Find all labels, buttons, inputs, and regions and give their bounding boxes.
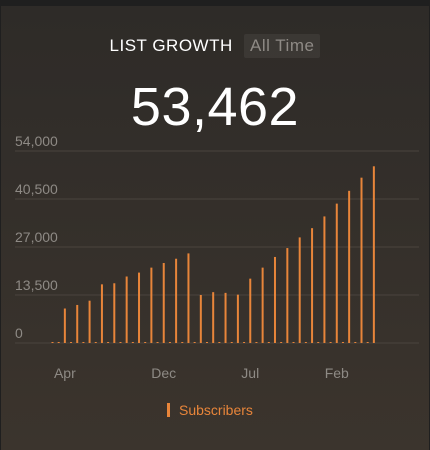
total-subscribers-value: 53,462 (130, 77, 300, 137)
bar[interactable] (76, 304, 79, 343)
chart-legend[interactable]: Subscribers (167, 402, 253, 418)
bar[interactable] (292, 342, 295, 343)
bar[interactable] (144, 342, 147, 343)
widget-header: LIST GROWTH All Time (1, 34, 429, 58)
y-tick-label: 40,500 (15, 181, 58, 197)
bar[interactable] (236, 294, 239, 343)
bar[interactable] (311, 228, 314, 343)
bar[interactable] (100, 284, 103, 343)
bar[interactable] (298, 237, 301, 343)
bar[interactable] (267, 342, 270, 343)
bar[interactable] (138, 272, 141, 343)
y-tick-label: 0 (15, 325, 23, 341)
bar[interactable] (230, 342, 233, 343)
bar[interactable] (354, 342, 357, 343)
bar[interactable] (317, 342, 320, 343)
bar[interactable] (341, 342, 344, 343)
bar[interactable] (249, 278, 252, 343)
bar[interactable] (255, 342, 258, 343)
bar[interactable] (243, 342, 246, 343)
bar[interactable] (286, 248, 289, 343)
legend-swatch (167, 403, 170, 417)
bar[interactable] (175, 258, 178, 343)
bar[interactable] (57, 342, 60, 343)
bar[interactable] (168, 342, 171, 343)
x-tick-label: Feb (325, 365, 349, 381)
bar[interactable] (261, 267, 264, 343)
bar[interactable] (94, 342, 97, 343)
bar[interactable] (224, 292, 227, 343)
x-tick-label: Dec (151, 365, 176, 381)
bar[interactable] (70, 342, 73, 343)
widget-title: LIST GROWTH (109, 36, 233, 55)
bar[interactable] (156, 342, 159, 343)
x-tick-label: Apr (54, 365, 76, 381)
bar[interactable] (107, 342, 110, 343)
bar[interactable] (131, 342, 134, 343)
bar[interactable] (150, 267, 153, 343)
bar[interactable] (88, 300, 91, 343)
bar[interactable] (51, 342, 54, 343)
bar[interactable] (335, 203, 338, 343)
bar[interactable] (187, 253, 190, 343)
x-tick-label: Jul (241, 365, 259, 381)
legend-label: Subscribers (179, 402, 253, 418)
bar[interactable] (360, 177, 363, 343)
bar[interactable] (63, 308, 66, 343)
bar[interactable] (304, 342, 307, 343)
bar[interactable] (119, 342, 122, 343)
y-tick-label: 13,500 (15, 277, 58, 293)
bar[interactable] (199, 295, 202, 343)
bar[interactable] (348, 190, 351, 343)
bar[interactable] (212, 292, 215, 343)
bar[interactable] (273, 256, 276, 343)
bar[interactable] (193, 342, 196, 343)
bar[interactable] (323, 216, 326, 343)
bar[interactable] (162, 263, 165, 343)
bar[interactable] (366, 342, 369, 343)
time-range-selector[interactable]: All Time (244, 34, 321, 58)
y-tick-label: 27,000 (15, 229, 58, 245)
bar[interactable] (280, 342, 283, 343)
subscriber-bar-chart: 0 13,500 27,000 40,500 54,000 Apr Dec Jul Feb (15, 133, 419, 381)
y-tick-label: 54,000 (15, 133, 58, 149)
bar[interactable] (218, 342, 221, 343)
bar[interactable] (82, 342, 85, 343)
bar[interactable] (125, 276, 128, 343)
bar[interactable] (181, 342, 184, 343)
bar[interactable] (113, 283, 116, 343)
bar[interactable] (372, 166, 375, 343)
bar[interactable] (206, 342, 208, 343)
bar[interactable] (329, 342, 332, 343)
